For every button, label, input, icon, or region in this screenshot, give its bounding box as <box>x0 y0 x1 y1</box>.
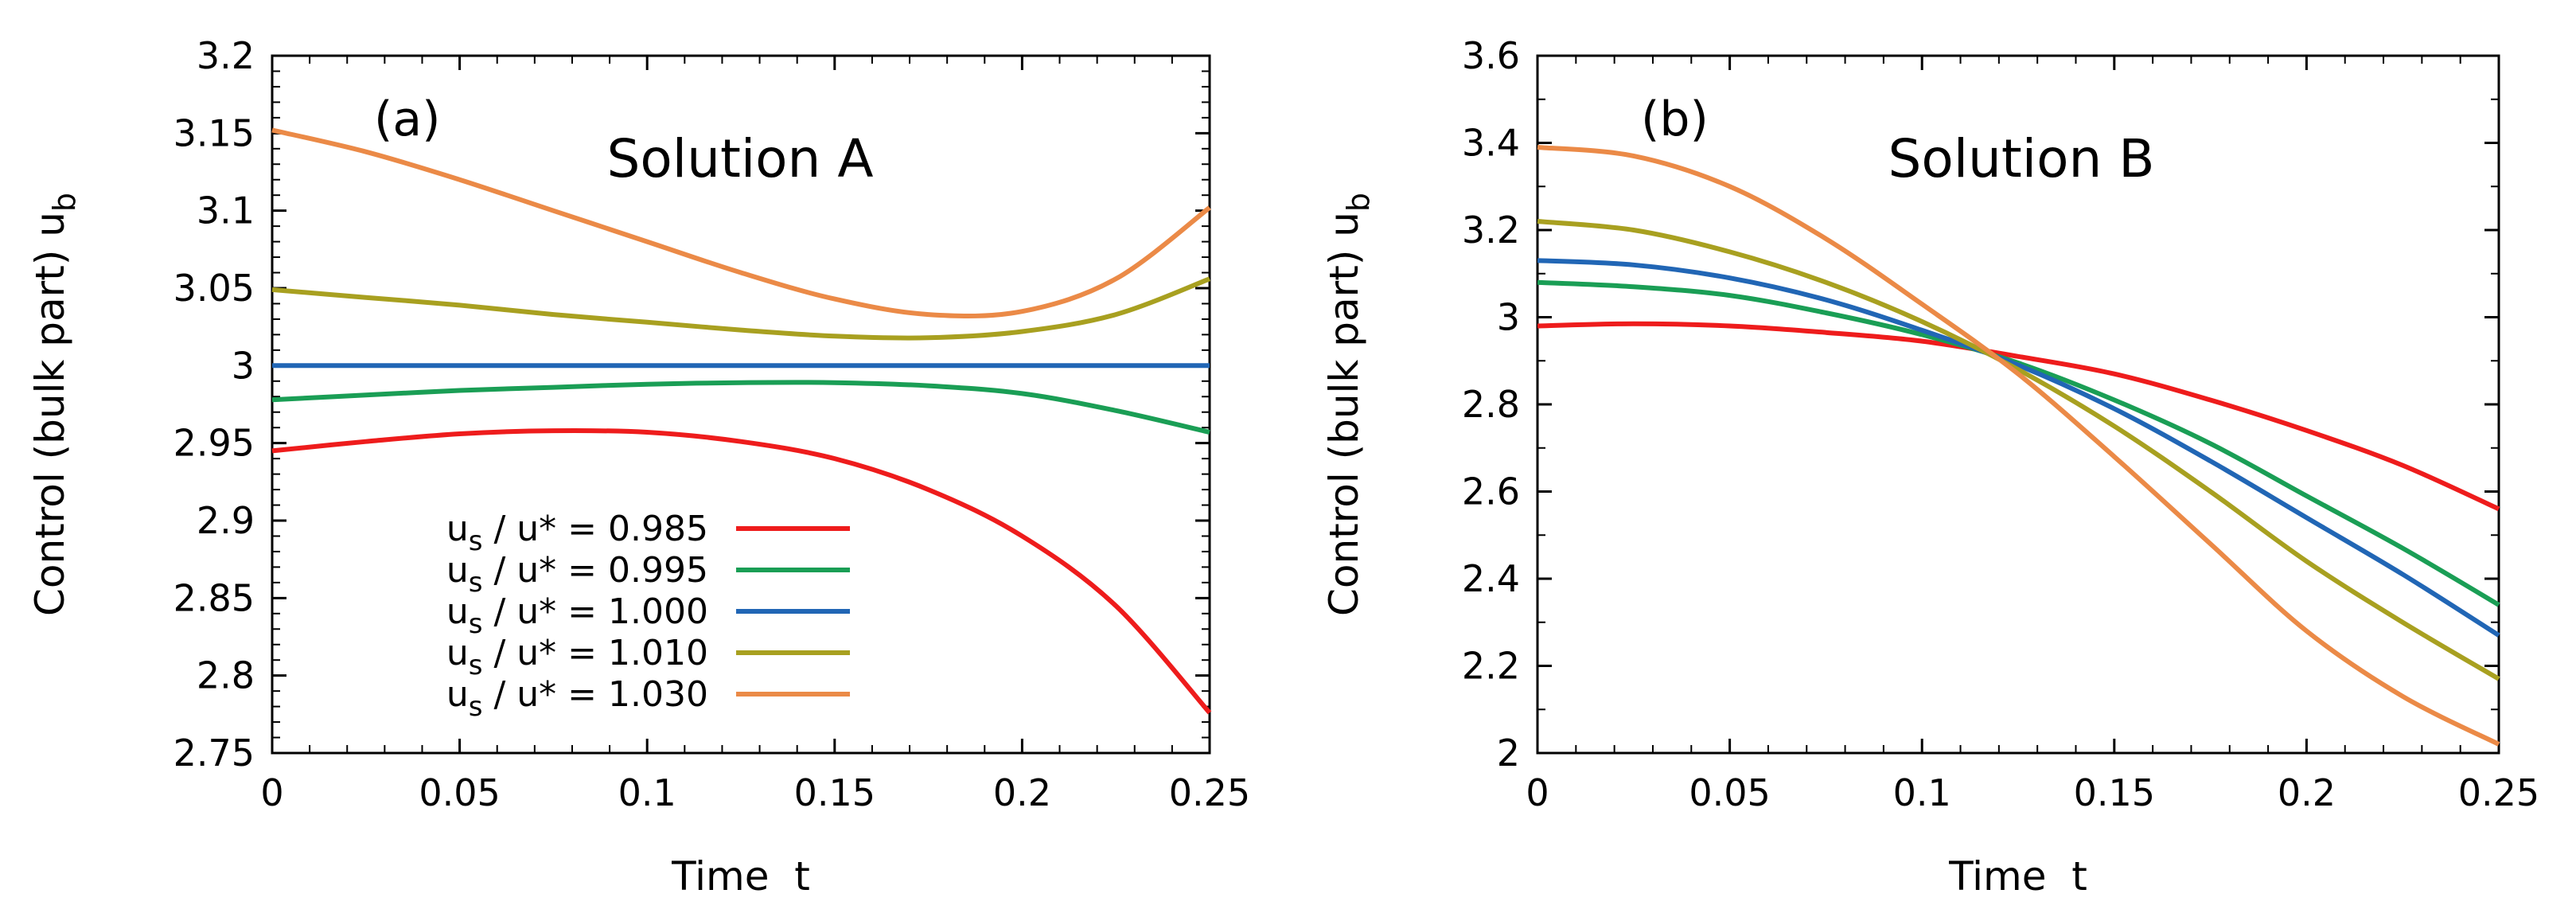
panel-a: 0 0.05 0.1 0.15 0.2 0.25 2.75 2.8 2.85 2.9 2.95 3 3.… <box>27 34 1250 899</box>
legend-entry-prefix: u <box>446 550 469 591</box>
panel-b-series-line-0.985 <box>1537 321 2500 512</box>
legend-entry-prefix: u <box>446 509 469 549</box>
panel-b-ytick-label: 3.6 <box>1462 34 1520 77</box>
panel-a-xlabel: Time t <box>671 853 810 899</box>
panel-b-series-line-1.000 <box>1537 258 2500 638</box>
panel-a-xtick-label: 0.2 <box>993 771 1051 814</box>
panel-b-series-line-1.010 <box>1537 219 2500 681</box>
legend-entry-value: 1.000 <box>608 591 708 632</box>
legend-entry-prefix: u <box>446 674 469 715</box>
panel-b-ylabel-sub: b <box>1341 193 1376 212</box>
panel-a-frame <box>271 54 1211 755</box>
panel-b-label: (b) <box>1641 92 1709 147</box>
panel-a-ytick-label: 2.85 <box>173 576 255 619</box>
panel-b-xtick-label: 0.2 <box>2278 771 2336 814</box>
panel-b-title: Solution B <box>1888 128 2154 189</box>
panel-b-ylabel: Control (bulk part) ub <box>1321 193 1376 616</box>
panel-a-ytick-label: 3.2 <box>197 34 255 77</box>
panel-a-ytick-label: 2.8 <box>197 654 255 697</box>
legend-entry-label: us / u* = 1.000 <box>446 591 708 640</box>
panel-b-ylabel-main: Control (bulk part) u <box>1321 212 1367 616</box>
panel-b-ytick-label: 3.2 <box>1462 209 1520 252</box>
legend-entry-value: 1.030 <box>608 674 708 715</box>
panel-a-title: Solution A <box>607 128 874 189</box>
panel-a-series-line-1.010 <box>271 276 1211 341</box>
panel-b-ytick-label: 2.6 <box>1462 470 1520 513</box>
panel-a-xtick-label: 0 <box>260 771 283 814</box>
legend-entry-label: us / u* = 0.985 <box>446 509 708 557</box>
panel-a-ylabel: Control (bulk part) ub <box>27 193 82 616</box>
panel-a-series-line-0.995 <box>271 380 1210 435</box>
legend-entry-sub: s <box>469 650 483 681</box>
panel-b-xtick-label: 0.25 <box>2458 771 2539 814</box>
panel-b-ytick-label: 3.4 <box>1462 122 1520 165</box>
legend-entry-label: us / u* = 1.030 <box>446 674 708 723</box>
panel-b-xtick-label: 0.15 <box>2074 771 2155 814</box>
panel-b-xtick-label: 0.05 <box>1689 771 1770 814</box>
legend-entry-suffix: / u* = <box>483 633 609 673</box>
panel-b-ytick-label: 3 <box>1497 296 1520 339</box>
panel-a-ytick-label: 3.1 <box>197 189 255 232</box>
panel-a-label: (a) <box>374 92 441 147</box>
legend-entry-suffix: / u* = <box>483 591 609 632</box>
legend-entry-suffix: / u* = <box>483 509 609 549</box>
panel-b-xlabel: Time t <box>1948 853 2087 899</box>
panel-b: 0 0.05 0.1 0.15 0.2 0.25 2 2.2 2.4 2.6 2.8 3 3.2 3.4 3… <box>1321 34 2539 899</box>
panel-b-series-line-1.030 <box>1537 145 2500 747</box>
panel-a-ytick-label: 2.95 <box>173 422 255 465</box>
panel-a-xtick-label: 0.15 <box>794 771 875 814</box>
legend-entry-value: 1.010 <box>608 633 708 673</box>
panel-a-xtick-label: 0.05 <box>419 771 500 814</box>
legend-entry-sub: s <box>469 525 483 557</box>
panel-b-xtick-label: 0.1 <box>1893 771 1951 814</box>
legend-entry-value: 0.985 <box>608 509 708 549</box>
panel-a-ytick-label: 3 <box>232 344 255 387</box>
panel-b-series <box>1537 145 2500 747</box>
legend-entry-sub: s <box>469 691 483 723</box>
panel-a-series-line-0.985 <box>271 427 1212 715</box>
panel-a-xtick-label: 0.25 <box>1169 771 1250 814</box>
legend-entry-value: 0.995 <box>608 550 708 591</box>
panel-b-ytick-label: 2.2 <box>1462 645 1520 688</box>
panel-a-ytick-label: 3.05 <box>173 267 255 310</box>
panel-a-ytick-label: 3.15 <box>173 111 255 154</box>
legend-entry-suffix: / u* = <box>483 550 609 591</box>
panel-b-ticks: 0 0.05 0.1 0.15 0.2 0.25 2 2.2 2.4 2.6 2.8 3 3.2 3.4 3… <box>1462 34 2539 814</box>
panel-b-ytick-label: 2.8 <box>1462 383 1520 426</box>
legend-entry-prefix: u <box>446 633 469 673</box>
legend-entry-prefix: u <box>446 591 469 632</box>
panel-a-ylabel-sub: b <box>47 193 82 212</box>
panel-a-ylabel-main: Control (bulk part) u <box>27 212 73 616</box>
panel-b-ytick-label: 2 <box>1497 732 1520 775</box>
panel-a-series <box>271 127 1212 715</box>
legend-entry-label: us / u* = 1.010 <box>446 633 708 681</box>
panel-b-xtick-label: 0 <box>1526 771 1549 814</box>
panel-a-series-line-1.030 <box>271 127 1211 319</box>
panel-a-ytick-label: 2.9 <box>197 499 255 542</box>
legend-entry-sub: s <box>469 608 483 640</box>
legend-entry-suffix: / u* = <box>483 674 609 715</box>
panel-a-ticks: 0 0.05 0.1 0.15 0.2 0.25 2.75 2.8 2.85 2.9 2.95 3 3.… <box>173 34 1251 814</box>
panel-a-ytick-label: 2.75 <box>173 732 255 775</box>
legend-entry-sub: s <box>469 567 483 599</box>
legend-entry-label: us / u* = 0.995 <box>446 550 708 599</box>
panel-a-xtick-label: 0.1 <box>618 771 676 814</box>
panel-b-ytick-label: 2.4 <box>1462 557 1520 600</box>
